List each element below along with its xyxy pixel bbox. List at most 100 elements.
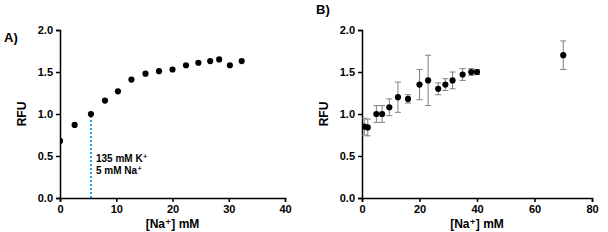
point [373,111,379,117]
x-tick-label: 0 [359,203,365,215]
point [142,71,148,77]
error-bar [435,83,441,95]
x-tick-label: 0 [57,203,63,215]
y-axis-line [358,31,363,199]
x-tick-mark [419,198,421,202]
x-tick-mark [229,198,231,202]
point [128,76,134,82]
point [416,82,422,88]
error-bar-cap [405,103,411,104]
panel: A)0102030400.00.51.01.52.0[Na⁺] mMRFU135… [4,24,292,231]
point [216,56,222,62]
error-bar [379,106,385,123]
y-tick-mark [358,114,362,116]
plot-area [362,41,566,136]
error-bar [560,41,566,70]
point [379,111,385,117]
error-bar-cap [373,105,379,106]
y-tick-mark [56,198,60,200]
error-bar [417,69,423,99]
y-tick-mark [358,156,362,158]
y-tick: 1.0 [38,108,60,120]
error-bar-cap [395,112,401,113]
x-tick-label: 20 [167,203,179,215]
point [386,104,392,110]
x-tick-label: 40 [471,203,483,215]
x-tick-mark [285,198,287,202]
x-tick-label: 60 [529,203,541,215]
point [183,62,189,68]
y-axis: 0.00.51.01.52.0 [340,24,363,204]
y-tick-label: 1.5 [340,66,355,78]
point [425,77,431,83]
x-axis-title: [Na⁺] mM [450,217,504,231]
y-tick: 0.5 [38,150,60,162]
plot-area [60,56,245,198]
error-bar-cap [365,135,371,136]
x-axis-title: [Na⁺] mM [146,217,200,231]
x-tick-label: 40 [279,203,291,215]
x-axis: 0 10 20 30 40 [57,198,291,215]
error-bar [395,82,401,112]
point [442,82,448,88]
error-bar [468,69,474,76]
annotation-line [90,114,92,198]
x-tick-mark [592,198,594,202]
x-tick-mark [534,198,536,202]
y-tick-label: 2.0 [340,24,355,36]
x-tick-mark [172,198,174,202]
x-tick: 30 [223,198,235,215]
panel-title: B) [316,2,330,17]
y-tick: 1.0 [340,108,362,120]
point [227,62,233,68]
y-axis-line [56,31,61,199]
y-tick: 2.0 [38,24,60,36]
x-tick: 0 [57,198,63,215]
y-tick: 1.5 [38,66,60,78]
point [365,124,371,130]
x-tick: 80 [586,198,598,215]
point [395,94,401,100]
panel: B)0204060800.00.51.01.52.0[Na⁺] mMRFU [316,2,599,231]
x-tick: 40 [471,198,483,215]
figure: A)0102030400.00.51.01.52.0[Na⁺] mMRFU135… [0,0,608,232]
y-tick-label: 2.0 [38,24,53,36]
point [405,96,411,102]
point [435,86,441,92]
error-bar-cap [365,119,371,120]
point [468,69,474,75]
y-tick-label: 1.5 [38,66,53,78]
y-tick-mark [56,114,60,116]
error-bar-cap [373,122,379,123]
error-bar-cap [560,40,566,41]
panel-title: A) [4,30,18,45]
y-tick-mark [358,30,362,32]
point [449,77,455,83]
y-tick-mark [56,156,60,158]
error-bar-cap [442,90,448,91]
x-tick-mark [477,198,479,202]
annotation-text: 5 mM Na⁺ [96,165,142,176]
x-tick-label: 10 [111,203,123,215]
error-bar-cap [379,122,385,123]
y-tick-label: 1.0 [340,108,355,120]
y-tick: 0.5 [340,150,362,162]
point [156,68,162,74]
error-bar-cap [442,78,448,79]
error-bar-cap [450,72,456,73]
y-tick-mark [358,72,362,74]
error-bar-cap [435,82,441,83]
x-tick: 60 [529,198,541,215]
error-bar-cap [417,69,423,70]
x-tick-label: 30 [223,203,235,215]
x-axis: 0 20 40 60 80 [359,198,598,215]
x-tick-label: 20 [414,203,426,215]
x-tick: 20 [167,198,179,215]
error-bar-cap [386,98,392,99]
error-bar [450,72,456,89]
point [102,97,108,103]
x-axis-line [363,199,593,203]
error-bar-cap [450,88,456,89]
y-tick: 0.0 [38,192,60,204]
y-axis-title: RFU [15,102,29,127]
